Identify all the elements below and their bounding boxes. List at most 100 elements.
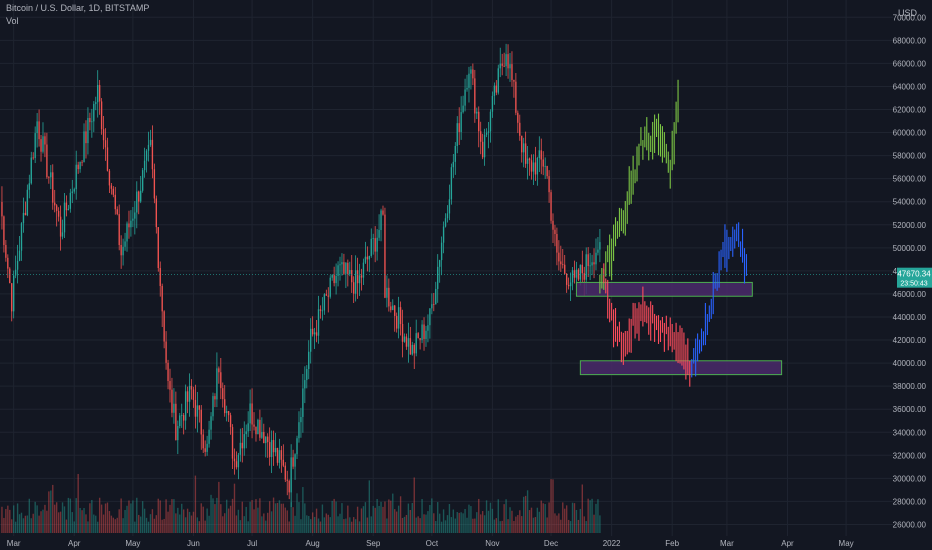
volume-bar	[118, 509, 120, 533]
candle	[18, 250, 21, 261]
volume-bar	[323, 517, 326, 533]
volume-bar	[390, 500, 392, 533]
candle	[419, 338, 421, 341]
candle	[292, 457, 294, 467]
volume-bar	[476, 512, 478, 533]
volume-bar	[106, 502, 109, 533]
candle	[212, 396, 214, 417]
volume-bar	[116, 517, 118, 533]
volume-bar	[489, 502, 492, 533]
price-tag-box	[897, 267, 932, 288]
candle	[526, 158, 529, 164]
volume-bar	[3, 517, 5, 533]
volume-bar	[136, 497, 138, 533]
candle	[171, 389, 173, 413]
candle	[397, 307, 400, 329]
volume-bar	[91, 499, 93, 533]
volume-bar	[261, 516, 263, 533]
time-axis[interactable]: Mar Apr May Jun Jul Aug Sep Oct Nov Dec 2022 Feb Mar…	[7, 539, 854, 548]
y-tick-label: 26000.00	[893, 520, 927, 529]
volume-bar	[341, 503, 343, 533]
candle	[356, 270, 359, 284]
candle	[411, 344, 413, 355]
volume-bar	[243, 516, 245, 533]
candle	[198, 405, 200, 410]
candle	[147, 144, 150, 151]
y-tick-label: 42000.00	[893, 336, 927, 345]
candle	[249, 403, 251, 424]
candle	[161, 286, 163, 312]
volume-bar	[22, 518, 25, 533]
volume-bar	[59, 511, 62, 533]
volume-bar	[343, 519, 345, 533]
candle	[77, 164, 79, 170]
volume-bar	[595, 503, 597, 533]
volume-bar	[233, 483, 236, 533]
candle	[540, 150, 542, 160]
candle	[251, 403, 253, 425]
volume-bar	[534, 517, 537, 533]
volume-bar	[487, 510, 490, 533]
x-tick-label: Apr	[781, 539, 794, 548]
volume-bar	[308, 515, 310, 533]
y-tick-label: 40000.00	[893, 359, 927, 368]
candle	[454, 145, 456, 162]
candle	[562, 264, 564, 266]
volume-bar	[364, 502, 367, 533]
candle	[268, 442, 271, 458]
candle	[44, 136, 46, 145]
volume-bar	[491, 508, 494, 533]
candle	[179, 415, 181, 427]
volume-bar	[546, 517, 548, 533]
candle	[71, 191, 73, 193]
volume-bar	[95, 515, 97, 533]
projection-bars	[599, 79, 747, 387]
candle	[599, 242, 601, 250]
candle	[112, 188, 115, 195]
candle	[466, 87, 468, 90]
volume-bar	[225, 499, 228, 533]
volume-bars	[1, 473, 601, 533]
volume-bar	[278, 500, 281, 533]
candle	[493, 85, 496, 96]
candle	[593, 262, 595, 265]
candle	[149, 139, 152, 145]
volume-bar	[530, 507, 533, 533]
candle	[278, 450, 281, 463]
candle	[597, 249, 599, 253]
volume-bar	[517, 515, 519, 533]
volume-bar	[319, 521, 322, 533]
candle	[462, 105, 464, 113]
volume-bar	[202, 506, 204, 533]
candle	[399, 307, 402, 324]
volume-bar	[337, 516, 339, 533]
candle	[564, 264, 566, 274]
volume-bar	[253, 509, 255, 533]
volume-bar	[239, 520, 242, 533]
candle	[218, 368, 220, 373]
volume-bar	[376, 498, 378, 533]
volume-bar	[149, 514, 152, 533]
volume-bar	[540, 500, 542, 533]
candle	[134, 212, 136, 219]
x-tick-label: Aug	[306, 539, 320, 548]
candle	[558, 252, 560, 262]
volume-bar	[548, 502, 550, 533]
y-tick-label: 70000.00	[893, 13, 927, 22]
candle	[190, 385, 193, 390]
volume-bar	[474, 518, 476, 533]
volume-bar	[526, 490, 529, 533]
volume-bar	[378, 505, 380, 533]
volume-bar	[216, 497, 218, 533]
y-tick-label: 36000.00	[893, 405, 927, 414]
volume-bar	[65, 519, 68, 533]
y-tick-label: 64000.00	[893, 82, 927, 91]
volume-bar	[452, 509, 455, 533]
candle	[433, 304, 435, 305]
candle	[85, 131, 87, 144]
volume-bar	[468, 504, 470, 533]
candle	[565, 273, 568, 285]
candle	[431, 304, 433, 309]
volume-bar	[597, 499, 599, 533]
